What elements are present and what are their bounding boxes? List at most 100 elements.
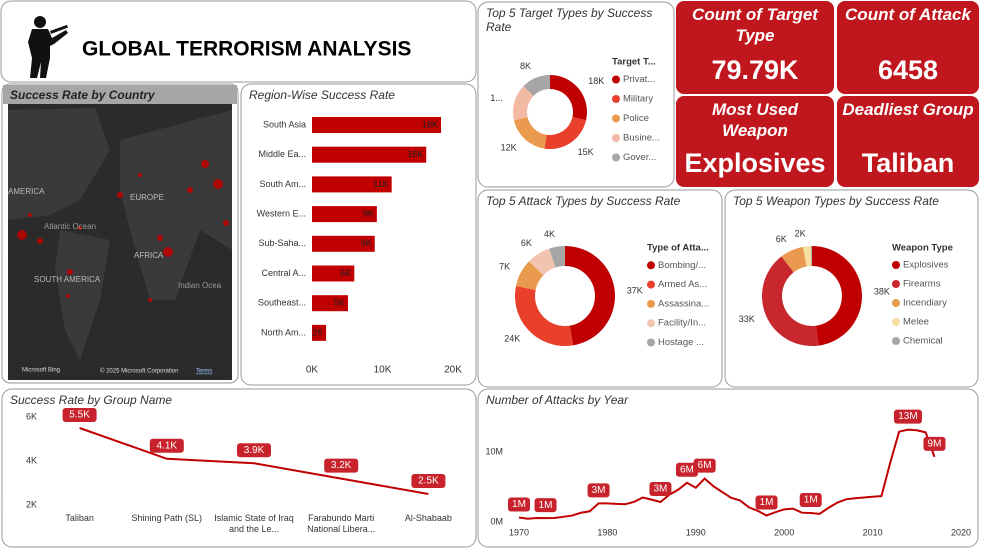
- donut-slice: [544, 117, 587, 150]
- y-tick-label: South Am...: [259, 179, 306, 189]
- x-tick-label-box: Al-Shabaab: [405, 513, 452, 523]
- data-label-bg: [799, 493, 822, 508]
- data-label-bg: [893, 409, 922, 424]
- legend-swatch: [612, 153, 620, 162]
- donut-slice: [810, 246, 812, 267]
- data-label: 15K: [578, 147, 594, 157]
- data-label: 33K: [739, 314, 755, 324]
- legend-swatch: [892, 280, 900, 288]
- data-label: 4.1K: [157, 440, 178, 451]
- data-label: 3.2K: [331, 460, 352, 471]
- legend-label: Military: [623, 94, 653, 105]
- y-tick-label: 4K: [26, 455, 37, 465]
- data-label-bg: [693, 458, 716, 473]
- data-label-bg: [534, 498, 557, 513]
- map-label: Atlantic Ocean: [44, 222, 96, 231]
- legend-label: Gover...: [623, 152, 656, 163]
- x-tick-label: 10K: [374, 365, 392, 376]
- kpi-value: 79.79K: [711, 55, 799, 85]
- chart-title-box: Region-Wise Success Rate: [249, 88, 395, 102]
- kpi-label: Count of Target Type: [692, 5, 818, 45]
- data-label: 3M: [592, 485, 606, 496]
- bar: [312, 265, 355, 282]
- line: [79, 427, 429, 495]
- data-label: 16K: [407, 149, 423, 159]
- data-label: 37K: [627, 285, 643, 295]
- bar: [312, 176, 392, 193]
- donut-slice: [802, 246, 812, 267]
- x-tick-label-box: Shining Path (SL): [131, 513, 203, 523]
- legend-label: Chemical: [903, 336, 943, 347]
- data-label: 1M: [804, 495, 818, 506]
- data-label: 5K: [334, 298, 345, 308]
- legend-label: Melee: [903, 317, 929, 328]
- legend-label: Facility/In...: [658, 318, 706, 329]
- map-attribution[interactable]: Terms: [196, 369, 212, 375]
- map-label: EUROPE: [130, 193, 164, 202]
- x-tick-label: 0K: [306, 365, 319, 376]
- dashboard-title: GLOBAL TERRORISM ANALYSIS: [82, 38, 411, 61]
- data-label-bg: [149, 438, 184, 453]
- kpi-label-box: Count of Attack: [845, 5, 971, 24]
- y-tick-label: Middle Ea...: [258, 149, 306, 159]
- panel: [477, 388, 979, 548]
- data-label: 8K: [520, 61, 531, 71]
- data-label-bg: [587, 483, 610, 498]
- bar: [312, 206, 377, 223]
- y-tick-label: 2K: [26, 499, 37, 509]
- data-label: 9M: [928, 439, 942, 450]
- x-tick-label: 1980: [597, 527, 617, 537]
- chart-title-box: Top 5 Target Types by Success Rate: [486, 6, 652, 34]
- x-tick-label: Taliban: [65, 513, 94, 523]
- data-label: 6K: [521, 238, 532, 248]
- y-tick-label: Central A...: [261, 268, 306, 278]
- map-title: Success Rate by Country: [10, 88, 156, 102]
- legend-label: Police: [623, 113, 649, 124]
- kpi-value: 6458: [878, 55, 938, 85]
- data-label: 11K: [373, 179, 388, 189]
- bar: [312, 235, 375, 252]
- data-label: 1M: [760, 497, 774, 508]
- kpi-label: Count of Attack: [845, 5, 971, 24]
- chart-title-box: Top 5 Weapon Types by Success Rate: [733, 194, 939, 208]
- map-attribution: © 2025 Microsoft Corporation: [100, 368, 178, 375]
- chart-title: Top 5 Attack Types by Success Rate: [486, 194, 681, 208]
- legend-title: Target T...: [612, 57, 656, 68]
- data-label: 2K: [312, 327, 323, 337]
- header-panel: [0, 0, 477, 83]
- x-tick-label: 2010: [863, 527, 883, 537]
- kpi-label: Most Used Weapon: [712, 100, 798, 140]
- x-tick-label-box: Taliban: [65, 513, 94, 523]
- data-label-bg: [324, 458, 359, 473]
- data-label: 2.5K: [418, 476, 439, 487]
- donut-slice: [523, 75, 550, 96]
- data-label: 6M: [680, 464, 694, 475]
- legend-title: Type of Atta...: [647, 243, 709, 254]
- legend-label: Explosives: [903, 260, 949, 271]
- x-tick-label: 1990: [686, 527, 706, 537]
- legend-label: Assassina...: [658, 298, 709, 309]
- y-tick-label: Southeast...: [258, 298, 306, 308]
- y-tick-label: Western E...: [257, 208, 306, 218]
- x-tick-label-box: Islamic State of Iraq and the Le...: [214, 513, 294, 534]
- data-label-bg: [62, 408, 97, 422]
- x-tick-label: Shining Path (SL): [131, 513, 203, 523]
- legend-swatch: [647, 261, 655, 270]
- chart-title-box: Top 5 Attack Types by Success Rate: [486, 194, 681, 208]
- bar: [312, 146, 427, 163]
- donut-slice: [565, 246, 615, 346]
- map-header: [3, 85, 237, 104]
- chart-title: Number of Attacks by Year: [486, 393, 629, 407]
- map-label: Indian Ocea: [178, 281, 222, 290]
- donut-slice: [550, 75, 587, 121]
- chart-title: Top 5 Weapon Types by Success Rate: [733, 194, 939, 208]
- y-tick-label: 6K: [26, 411, 37, 421]
- donut-slice: [781, 246, 807, 273]
- y-tick-label: 0M: [490, 516, 503, 526]
- data-label-bg: [923, 436, 946, 451]
- data-label: 3.9K: [244, 445, 265, 456]
- donut-slice: [549, 246, 565, 268]
- legend-swatch: [892, 261, 900, 269]
- data-label-bg: [675, 462, 698, 477]
- kpi-value: Explosives: [684, 148, 825, 178]
